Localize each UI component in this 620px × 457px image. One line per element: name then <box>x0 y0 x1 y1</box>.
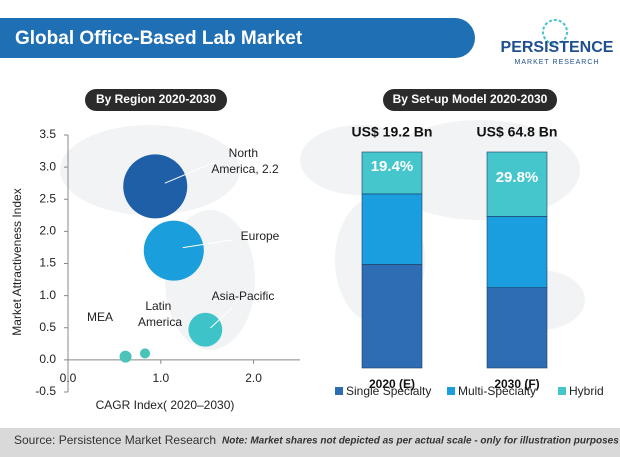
title-banner <box>0 18 475 58</box>
data-label: 19.4% <box>371 158 414 175</box>
bar-total: US$ 64.8 Bn <box>477 124 558 140</box>
data-label: 29.8% <box>496 169 539 186</box>
bar-segment <box>361 264 423 369</box>
y-tick-label: 3.5 <box>39 127 56 141</box>
bubble-label: MEA <box>87 310 113 324</box>
legend-swatch <box>335 387 343 395</box>
x-tick-label: 2.0 <box>245 371 262 385</box>
subtitle-pill <box>383 89 557 111</box>
y-tick-label: 3.0 <box>39 159 56 173</box>
chart-subtitle: By Region 2020-2030 <box>96 92 216 106</box>
footer-bar <box>0 428 620 457</box>
bubble-label: Asia-Pacific <box>212 289 275 303</box>
subtitle-pill <box>85 89 227 111</box>
bar-segment <box>486 287 548 369</box>
logo-text: PERSISTENCE <box>501 39 614 56</box>
bubble-label: Europe <box>241 229 280 243</box>
bubble <box>143 220 204 281</box>
footer-source: Source: Persistence Market Research <box>14 433 216 447</box>
y-tick-label: 1.0 <box>39 288 56 302</box>
y-tick-label: 0.0 <box>39 352 56 366</box>
legend-label: Hybrid <box>569 384 604 398</box>
x-tick-label: 0.0 <box>60 371 77 385</box>
logo: PERSISTENCE MARKET RESEARCH <box>501 19 614 66</box>
y-tick-label: 2.5 <box>39 191 56 205</box>
footer-note: Note: Market shares not depicted as per … <box>222 436 619 447</box>
page-title: Global Office-Based Lab Market <box>15 28 303 49</box>
x-tick-label: 1.0 <box>152 371 169 385</box>
bar-segment <box>486 151 548 217</box>
x-tick-label: 2020 (E) <box>369 377 415 391</box>
logo-subtext: MARKET RESEARCH <box>515 59 600 66</box>
y-tick-label: 0.5 <box>39 320 56 334</box>
bubble <box>123 154 188 219</box>
bar-segment <box>486 216 548 288</box>
chart-subtitle: By Set-up Model 2020-2030 <box>393 92 548 106</box>
bubble-label: Latin America <box>138 299 182 329</box>
x-tick-label: 2030 (F) <box>494 377 539 391</box>
y-tick-label: -0.5 <box>35 384 56 398</box>
y-axis-label: Market Attractiveness Index <box>10 188 24 335</box>
bar-total: US$ 19.2 Bn <box>352 124 433 140</box>
bubble <box>139 348 151 359</box>
logo-mark <box>542 19 568 45</box>
leader-line <box>182 239 233 249</box>
x-axis-label: CAGR Index( 2020–2030) <box>96 398 235 412</box>
bubble <box>119 350 132 363</box>
legend-swatch <box>447 387 455 395</box>
leader-line <box>164 161 216 184</box>
bubble-label: North America, 2.2 <box>211 146 279 176</box>
legend-swatch <box>558 387 566 395</box>
bar-segment <box>361 151 423 195</box>
leader-line <box>210 307 233 329</box>
legend-label: Multi-Specialty <box>458 384 536 398</box>
bubble <box>188 312 223 347</box>
bar-segment <box>361 193 423 265</box>
legend-label: Single Specialty <box>346 384 431 398</box>
y-tick-label: 2.0 <box>39 224 56 238</box>
y-tick-label: 1.5 <box>39 256 56 270</box>
